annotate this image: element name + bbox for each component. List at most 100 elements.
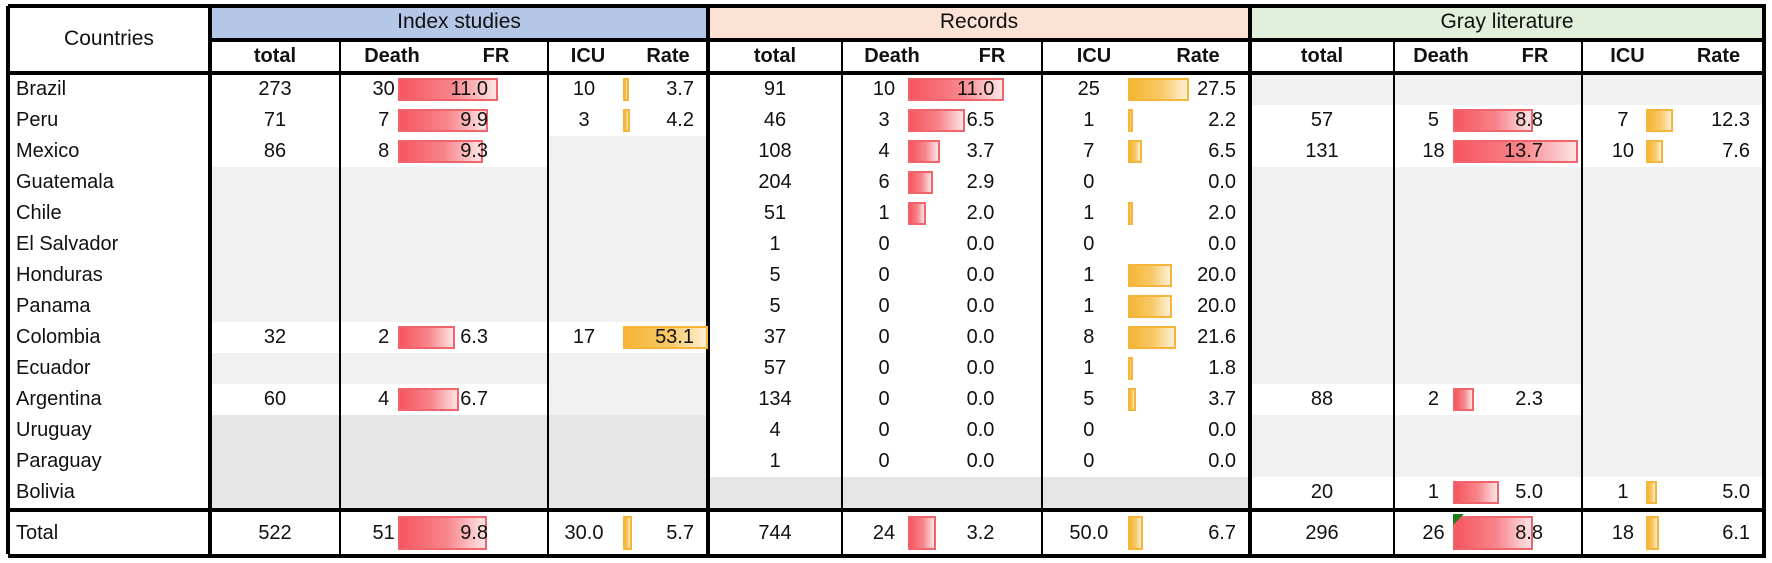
row-mexico-records-rate: 6.5 <box>1208 140 1236 162</box>
row-mexico-records-fr: 3.7 <box>966 140 995 162</box>
row-guatemala-records-rate: 0.0 <box>1208 171 1236 193</box>
subheader-rate-gray: Rate <box>1696 44 1741 67</box>
row-uruguay-records-fr: 0.0 <box>966 419 995 441</box>
grid-vline <box>339 38 341 554</box>
row-ecuador-country: Ecuador <box>16 357 91 379</box>
total-row-gray-fr: 8.8 <box>1515 522 1543 544</box>
row-uruguay-records-death: 0 <box>878 419 890 441</box>
empty-cell-block <box>210 229 708 260</box>
row-mexico-gray-total: 131 <box>1305 140 1339 162</box>
subheader-total-gray: total <box>1300 44 1344 67</box>
grid-vline <box>1041 38 1043 554</box>
total-row-index-total: 522 <box>258 521 292 544</box>
subheader-icu-records: ICU <box>1076 44 1112 67</box>
row-bolivia-country: Bolivia <box>16 481 75 503</box>
row-argentina-records-total: 134 <box>758 388 792 410</box>
grid-hline <box>210 38 1766 42</box>
row-chile-records-fr: 2.0 <box>966 202 995 224</box>
total-row-gray-fr-databar <box>1453 516 1534 550</box>
row-peru-index-rate-databar <box>623 109 630 132</box>
row-guatemala-country: Guatemala <box>16 171 114 193</box>
row-mexico-gray-icu: 10 <box>1611 140 1635 162</box>
grid-hline <box>8 71 1766 75</box>
row-ecuador-records-rate-databar <box>1128 357 1133 380</box>
row-bolivia-gray-rate: 5.0 <box>1722 481 1750 503</box>
total-row-records-fr-databar <box>908 516 937 550</box>
empty-cell-block <box>210 415 708 446</box>
row-argentina-records-icu: 5 <box>1083 388 1095 410</box>
row-uruguay-country: Uruguay <box>16 419 92 441</box>
row-ecuador-records-total: 57 <box>763 357 787 379</box>
row-colombia-records-rate-databar <box>1128 326 1176 349</box>
total-row-records-rate: 6.7 <box>1208 522 1236 544</box>
row-brazil-index-total: 273 <box>258 78 292 100</box>
row-guatemala-records-fr: 2.9 <box>966 171 995 193</box>
total-row-gray-icu: 18 <box>1611 521 1635 544</box>
row-bolivia-gray-icu: 1 <box>1617 481 1629 503</box>
empty-cell-block <box>1250 322 1764 353</box>
subheader-fr-records: FR <box>978 44 1006 67</box>
empty-cell-block <box>1250 353 1764 384</box>
row-brazil-index-death: 30 <box>372 78 395 100</box>
row-argentina-records-rate: 3.7 <box>1208 388 1236 410</box>
empty-cell-block <box>1250 260 1764 291</box>
row-chile-country: Chile <box>16 202 62 224</box>
row-colombia-country: Colombia <box>16 326 101 348</box>
total-row-country: Total <box>16 521 59 544</box>
row-chile-records-icu: 1 <box>1083 202 1095 224</box>
row-uruguay-records-total: 4 <box>769 419 781 441</box>
row-chile-records-rate: 2.0 <box>1208 202 1236 224</box>
group-header-index: Index studies <box>210 6 708 38</box>
row-paraguay-records-rate: 0.0 <box>1208 450 1236 472</box>
grid-vline <box>1581 38 1583 554</box>
row-uruguay-records-icu: 0 <box>1083 419 1095 441</box>
row-colombia-records-total: 37 <box>763 326 787 348</box>
row-brazil-records-death: 10 <box>872 78 896 100</box>
row-panama-records-rate: 20.0 <box>1197 295 1236 317</box>
row-argentina-gray-fr: 2.3 <box>1515 388 1543 410</box>
subheader-icu-gray: ICU <box>1610 44 1645 67</box>
row-mexico-gray-rate-databar <box>1646 140 1663 163</box>
empty-cell-block <box>1250 229 1764 260</box>
subheader-icu-index: ICU <box>570 44 606 67</box>
row-paraguay-country: Paraguay <box>16 450 102 472</box>
row-panama-records-death: 0 <box>878 295 890 317</box>
row-peru-records-fr: 6.5 <box>966 109 995 131</box>
row-colombia-records-death: 0 <box>878 326 890 348</box>
empty-cell-block <box>210 477 708 508</box>
row-peru-records-total: 46 <box>763 109 787 131</box>
row-panama-records-fr: 0.0 <box>966 295 995 317</box>
row-mexico-index-fr-databar <box>398 140 483 163</box>
subheader-death-index: Death <box>364 44 420 67</box>
row-bolivia-gray-fr: 5.0 <box>1515 481 1543 503</box>
row-chile-records-rate-databar <box>1128 202 1133 225</box>
row-el-salvador-records-icu: 0 <box>1083 233 1095 255</box>
subheader-total-records: total <box>753 44 797 67</box>
empty-cell-block <box>210 260 708 291</box>
row-mexico-gray-death: 18 <box>1422 140 1445 162</box>
subheader-death-gray: Death <box>1413 44 1469 67</box>
row-el-salvador-records-death: 0 <box>878 233 890 255</box>
row-peru-records-icu: 1 <box>1083 109 1095 131</box>
row-peru-gray-icu: 7 <box>1617 109 1629 131</box>
grid-hline <box>8 4 1766 8</box>
empty-cell-block <box>1250 291 1764 322</box>
row-colombia-index-rate-databar <box>623 326 708 349</box>
row-colombia-index-fr: 6.3 <box>460 326 488 348</box>
row-brazil-index-rate-databar <box>623 78 629 101</box>
row-bolivia-gray-rate-databar <box>1646 481 1657 504</box>
row-peru-country: Peru <box>16 109 59 131</box>
empty-cell-block <box>210 353 708 384</box>
row-brazil-records-rate-databar <box>1128 78 1190 101</box>
row-brazil-records-rate: 27.5 <box>1197 78 1236 100</box>
row-colombia-index-death: 2 <box>378 326 390 348</box>
row-honduras-records-total: 5 <box>769 264 781 286</box>
row-mexico-country: Mexico <box>16 140 80 162</box>
grid-vline <box>6 6 10 554</box>
row-guatemala-records-total: 204 <box>758 171 792 193</box>
row-mexico-gray-fr: 13.7 <box>1504 140 1543 162</box>
total-row-gray-rate-databar <box>1646 516 1660 550</box>
subheader-total-index: total <box>253 44 297 67</box>
countries-header: Countries <box>64 26 154 50</box>
row-peru-index-icu: 3 <box>578 109 590 131</box>
